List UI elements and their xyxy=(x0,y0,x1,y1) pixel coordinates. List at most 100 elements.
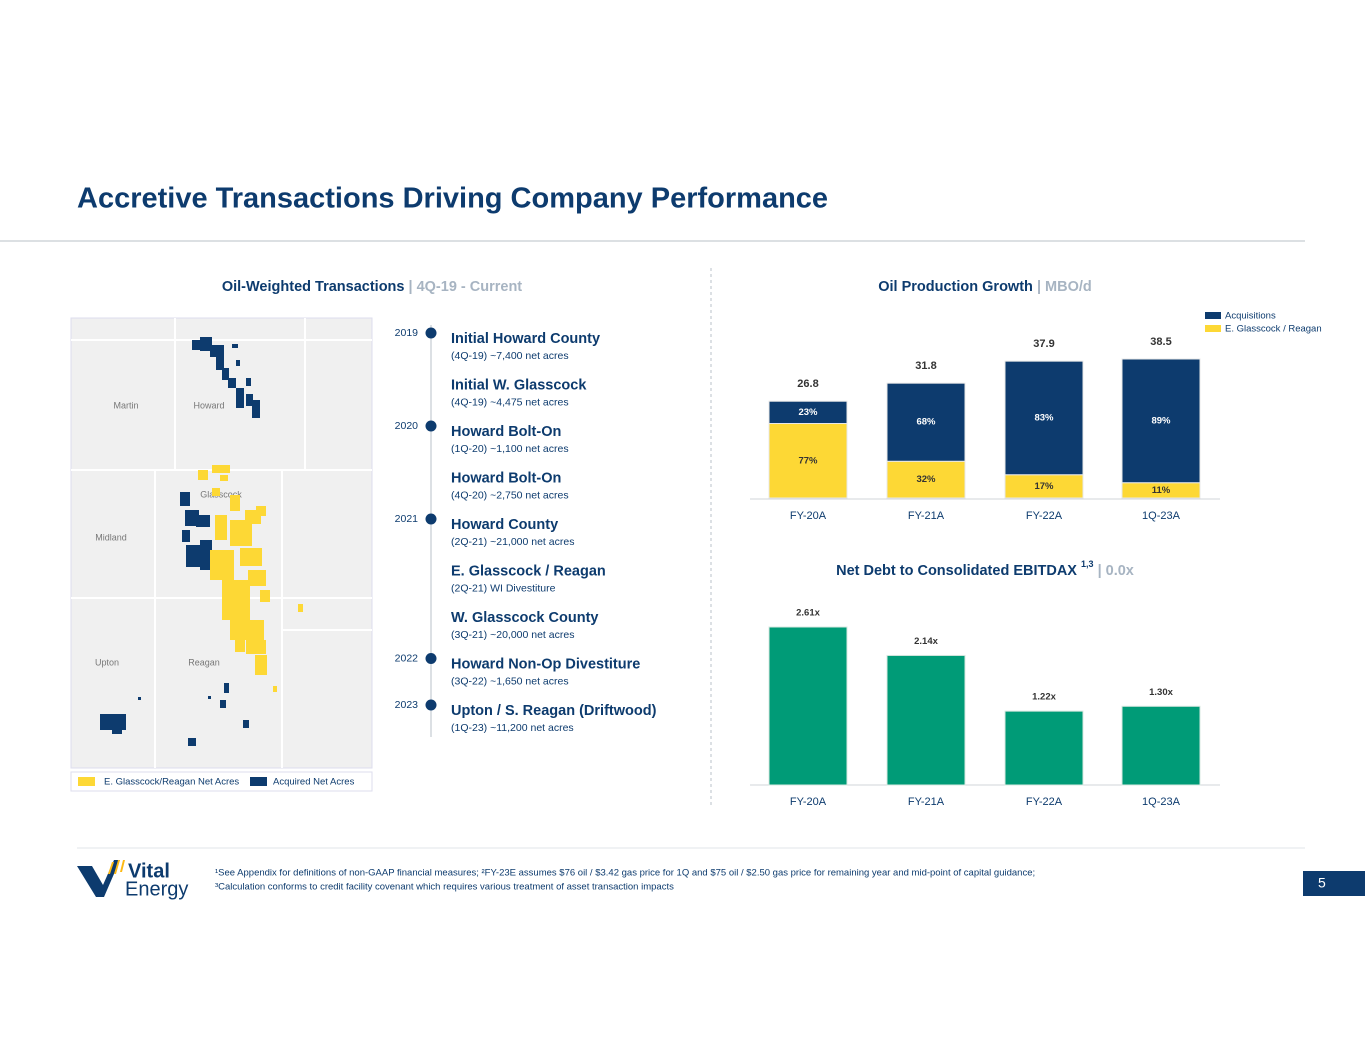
acreage xyxy=(235,640,245,652)
section-title-sub: | 4Q-19 - Current xyxy=(409,279,523,295)
section-title-main: Oil-Weighted Transactions xyxy=(222,279,405,295)
transaction-detail: (3Q-22) ~1,650 net acres xyxy=(451,675,569,687)
timeline-year: 2020 xyxy=(395,420,419,432)
timeline-year: 2021 xyxy=(395,513,419,525)
acreage xyxy=(260,590,270,602)
acreage xyxy=(230,520,252,546)
acreage xyxy=(196,515,210,527)
county-label: Howard xyxy=(193,400,224,410)
timeline-year: 2019 xyxy=(395,327,419,339)
legend-swatch xyxy=(250,777,267,786)
acreage xyxy=(255,655,267,675)
acreage xyxy=(228,378,236,388)
acreage xyxy=(188,738,196,746)
acreage xyxy=(248,570,266,586)
transaction-title: Howard Bolt-On xyxy=(451,470,561,486)
bar-segment xyxy=(768,422,848,499)
timeline-dot xyxy=(425,699,437,711)
logo-text: Vital xyxy=(128,860,170,882)
acreage xyxy=(200,540,212,570)
timeline-year: 2022 xyxy=(395,652,419,664)
acreage xyxy=(185,510,199,526)
transaction-detail: (2Q-21) WI Divestiture xyxy=(451,582,556,594)
transaction-title: Howard Non-Op Divestiture xyxy=(451,656,640,672)
segment-label: 83% xyxy=(1034,412,1054,423)
total-label: 26.8 xyxy=(797,378,818,390)
acreage xyxy=(230,620,264,640)
timeline-dot xyxy=(425,420,437,432)
page-badge xyxy=(1303,871,1365,896)
bar xyxy=(768,626,848,786)
county-label: Martin xyxy=(113,400,138,410)
x-tick-label: FY-22A xyxy=(1026,510,1063,522)
acreage xyxy=(298,604,303,612)
section-title: Oil-Weighted Transactions | 4Q-19 - Curr… xyxy=(222,279,522,295)
acreage xyxy=(208,696,211,699)
footnote: ³Calculation conforms to credit facility… xyxy=(215,882,674,893)
legend-label: E. Glasscock/Reagan Net Acres xyxy=(104,777,239,788)
bar-segment xyxy=(886,382,966,462)
acreage xyxy=(230,495,240,511)
acreage xyxy=(200,337,212,351)
acreage xyxy=(222,368,229,380)
acreage xyxy=(256,506,266,516)
legend-label: E. Glasscock / Reagan xyxy=(1225,324,1322,335)
chart-title: Oil Production Growth | MBO/d xyxy=(878,279,1092,295)
transaction-title: E. Glasscock / Reagan xyxy=(451,563,606,579)
acreage xyxy=(243,720,249,728)
acreage xyxy=(220,700,226,708)
legend-swatch xyxy=(1205,312,1221,319)
chart-title-superscript: 1,3 xyxy=(1081,559,1094,569)
x-tick-label: 1Q-23A xyxy=(1142,796,1181,808)
map-background xyxy=(70,317,373,769)
acreage xyxy=(138,697,141,700)
segment-label: 23% xyxy=(798,407,818,418)
footnote: ¹See Appendix for definitions of non-GAA… xyxy=(215,868,1035,879)
county-label: Reagan xyxy=(188,657,220,667)
page-title: Accretive Transactions Driving Company P… xyxy=(77,183,828,215)
segment-label: 77% xyxy=(798,455,818,466)
transaction-title: Howard County xyxy=(451,517,558,533)
segment-label: 68% xyxy=(916,417,936,428)
chart-subtitle: | MBO/d xyxy=(1037,279,1092,295)
timeline-dot xyxy=(425,327,437,339)
acreage xyxy=(212,465,230,473)
transaction-detail: (2Q-21) ~21,000 net acres xyxy=(451,536,574,548)
bar xyxy=(1121,705,1201,786)
acreage xyxy=(215,515,227,540)
county-label: Upton xyxy=(95,657,119,667)
x-tick-label: FY-20A xyxy=(790,510,827,522)
acreage xyxy=(246,394,253,406)
bar-segment xyxy=(886,460,966,499)
legend-label: Acquired Net Acres xyxy=(273,777,355,788)
acreage xyxy=(220,475,228,481)
bar-segment xyxy=(768,400,848,424)
transaction-detail: (1Q-23) ~11,200 net acres xyxy=(451,722,574,734)
total-label: 31.8 xyxy=(915,360,936,372)
transaction-detail: (3Q-21) ~20,000 net acres xyxy=(451,629,574,641)
county-label: Midland xyxy=(95,532,127,542)
acreage xyxy=(182,530,190,542)
total-label: 37.9 xyxy=(1033,338,1054,350)
acreage xyxy=(210,345,224,357)
value-label: 2.14x xyxy=(914,636,938,647)
segment-label: 11% xyxy=(1152,485,1171,496)
x-tick-label: 1Q-23A xyxy=(1142,510,1181,522)
transaction-title: Initial Howard County xyxy=(451,331,600,347)
x-tick-label: FY-21A xyxy=(908,796,945,808)
map-legend-box xyxy=(70,771,373,792)
acreage xyxy=(192,340,200,350)
transaction-title: W. Glasscock County xyxy=(451,610,598,626)
timeline-year: 2023 xyxy=(395,699,419,711)
acreage xyxy=(100,714,126,730)
bar xyxy=(886,654,966,786)
segment-label: 89% xyxy=(1151,415,1171,426)
acreage xyxy=(252,400,260,418)
transaction-title: Initial W. Glasscock xyxy=(451,377,587,393)
x-tick-label: FY-22A xyxy=(1026,796,1063,808)
bar-segment xyxy=(1121,358,1201,484)
acreage xyxy=(273,686,277,692)
logo: Vital Energy xyxy=(77,860,188,900)
